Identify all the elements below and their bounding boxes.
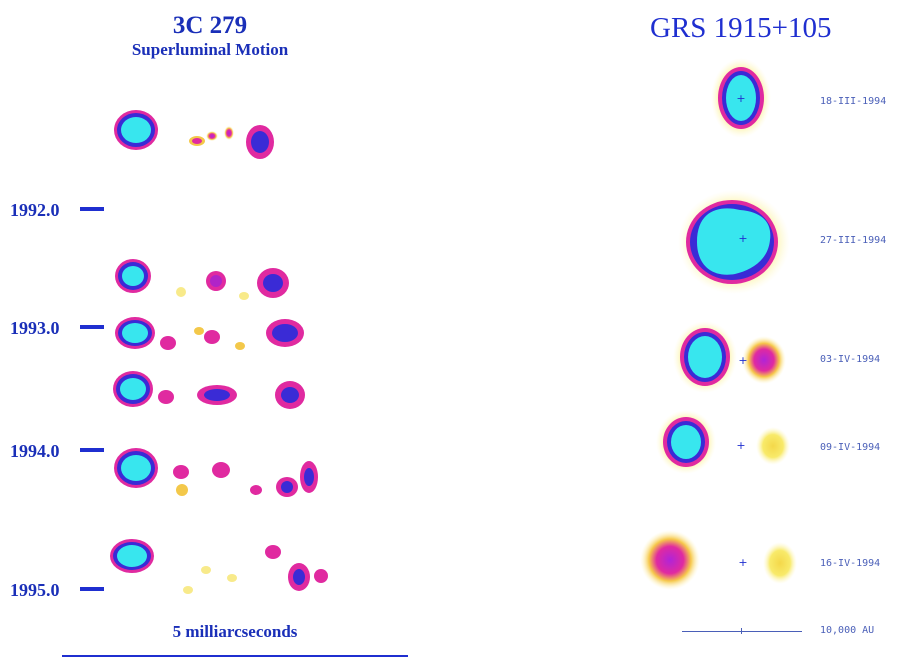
left-subtitle: Superluminal Motion [131, 40, 289, 59]
epoch-tick-1995 [80, 587, 104, 591]
jet-row-6 [110, 539, 328, 594]
svg-text:+: + [738, 232, 747, 245]
left-scale-bar [62, 655, 408, 657]
right-scale-label: 10,000 AU [820, 625, 875, 636]
right-scale-bar [682, 631, 802, 632]
grs-epoch-2: + [678, 190, 790, 294]
epoch-label-1993: 1993.0 [10, 318, 60, 338]
left-title: 3C 279 [172, 12, 248, 39]
jet-row-3 [115, 317, 304, 350]
date-label-4: 09-IV-1994 [820, 442, 881, 453]
svg-text:+: + [738, 556, 747, 569]
date-label-5: 16-IV-1994 [820, 558, 881, 569]
svg-text:+: + [736, 439, 745, 452]
jet-row-2 [115, 259, 289, 300]
svg-text:+: + [736, 92, 745, 105]
epoch-label-1992: 1992.0 [10, 200, 60, 220]
epoch-tick-1992 [80, 207, 104, 211]
epoch-label-1994: 1994.0 [10, 441, 60, 461]
date-label-1: 18-III-1994 [820, 96, 887, 107]
epoch-tick-1994 [80, 448, 104, 452]
epoch-label-1995: 1995.0 [10, 580, 60, 600]
grs-epoch-1: + [711, 58, 771, 138]
grs-epoch-3: + [673, 321, 786, 393]
right-title: GRS 1915+105 [650, 12, 832, 44]
grs-epoch-4: + [656, 410, 790, 474]
right-scale-midtick [741, 628, 742, 634]
jet-row-5 [114, 448, 318, 497]
jet-row-4 [113, 371, 305, 409]
svg-text:+: + [738, 354, 747, 367]
grs-epoch-5: + [640, 530, 797, 590]
jet-row-1 [114, 110, 274, 159]
epoch-tick-1993 [80, 325, 104, 329]
date-label-2: 27-III-1994 [820, 235, 887, 246]
date-label-3: 03-IV-1994 [820, 354, 881, 365]
left-scale-label: 5 milliarcseconds [172, 622, 298, 641]
